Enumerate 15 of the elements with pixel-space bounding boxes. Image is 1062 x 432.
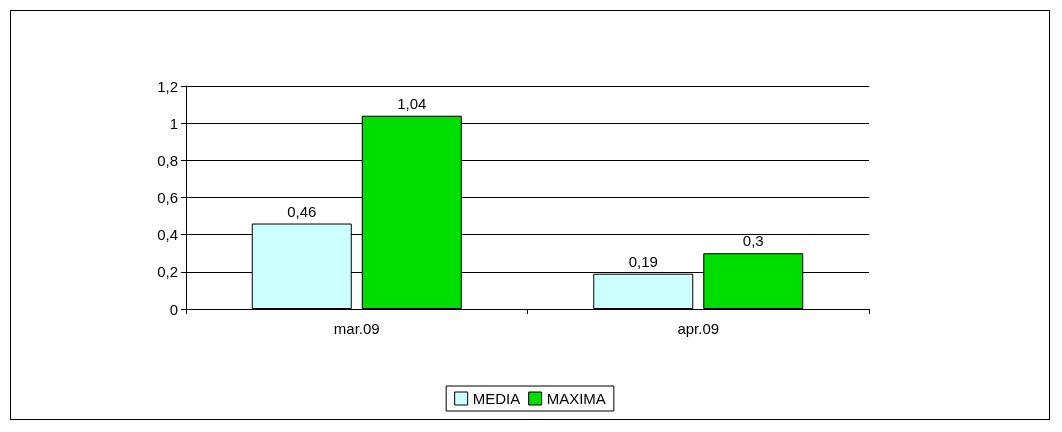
- data-label: 0,3: [742, 232, 764, 250]
- y-tick-label: 1,2: [157, 77, 178, 95]
- data-label: 1,04: [397, 94, 427, 112]
- y-tick-label: 1: [169, 114, 178, 132]
- data-label: 0,19: [628, 252, 658, 270]
- y-tick-label: 0,6: [157, 189, 178, 206]
- legend-label: MAXIMA: [546, 390, 606, 407]
- x-tick-label: apr.09: [677, 320, 720, 337]
- y-tick-label: 0,8: [157, 151, 178, 169]
- data-label: 0,46: [287, 202, 317, 220]
- y-tick-label: 0,2: [157, 263, 178, 281]
- y-tick-label: 0,4: [157, 226, 178, 244]
- legend-label: MEDIA: [472, 390, 521, 407]
- x-tick-label: mar.09: [333, 320, 380, 337]
- y-tick-label: 0: [169, 300, 178, 318]
